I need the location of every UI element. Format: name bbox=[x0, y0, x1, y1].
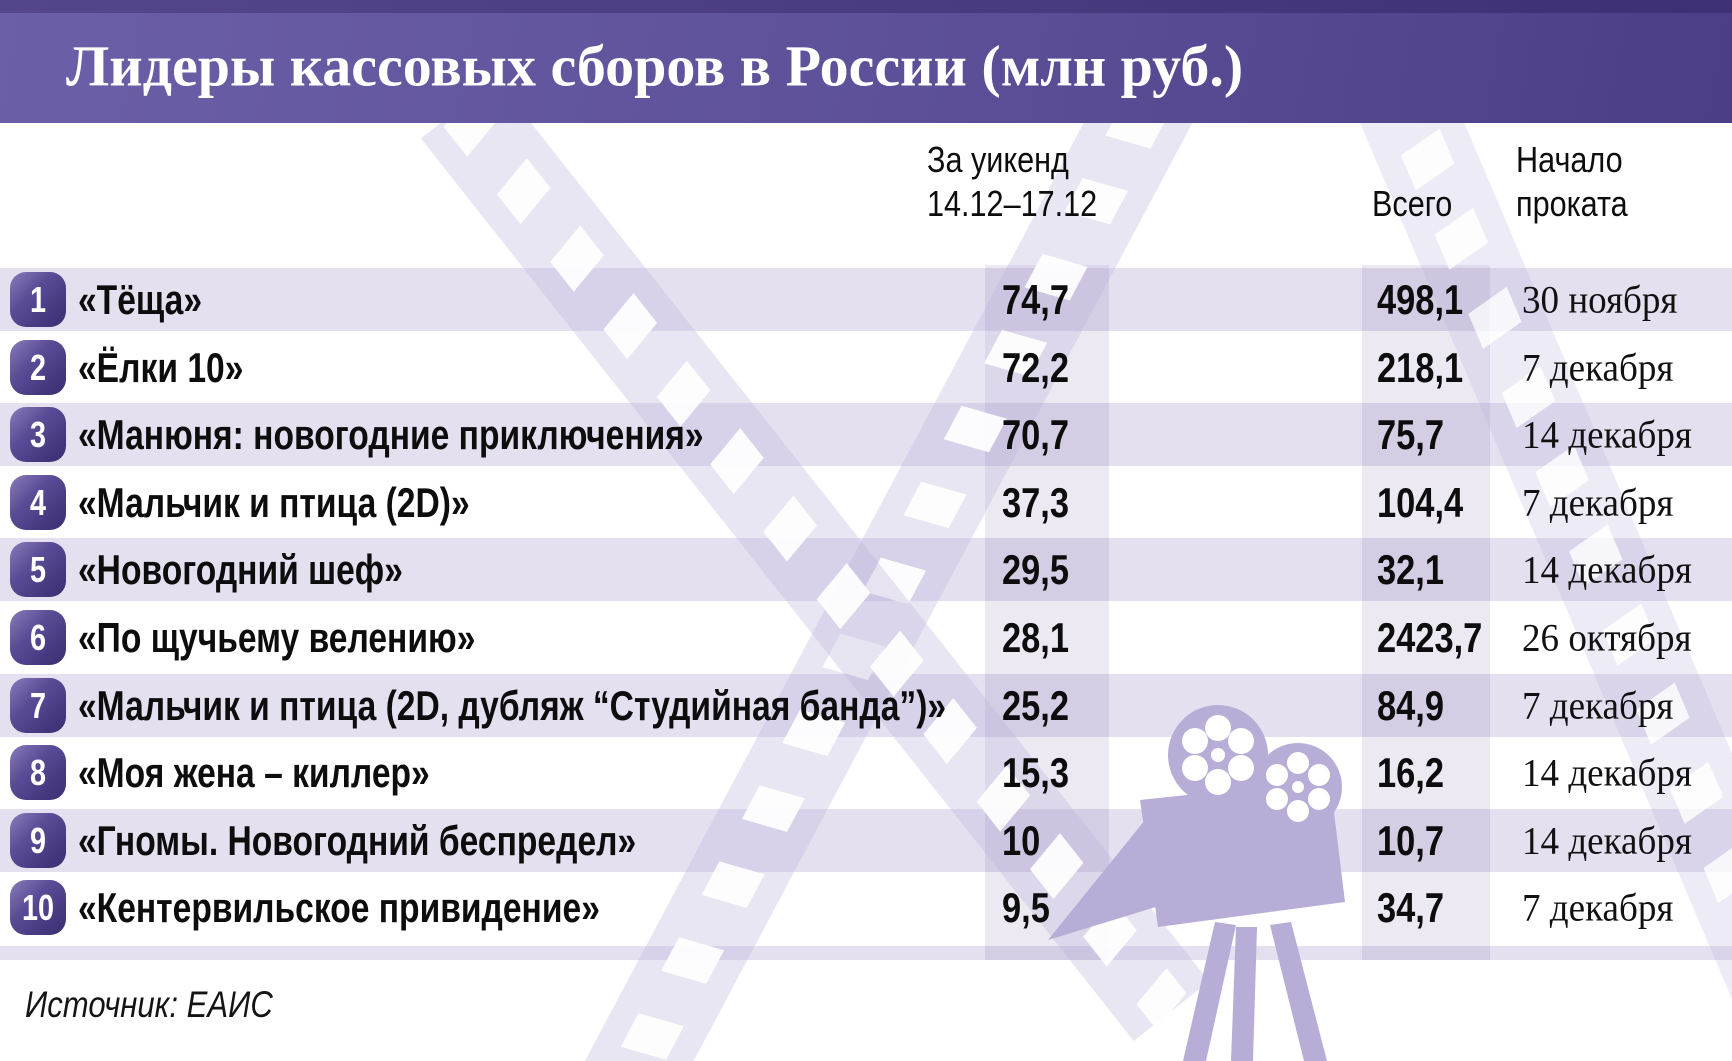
table-row: 6 «По щучьему велению» 28,1 2423,7 26 ок… bbox=[0, 606, 1732, 669]
row-stripe bbox=[0, 471, 1732, 534]
weekend-gross: 72,2 bbox=[1002, 343, 1070, 391]
release-date: 7 декабря bbox=[1522, 346, 1674, 389]
total-gross: 75,7 bbox=[1377, 410, 1445, 458]
release-date: 14 декабря bbox=[1522, 548, 1692, 591]
rank-badge: 1 bbox=[10, 272, 66, 327]
movie-title: «Мальчик и птица (2D)» bbox=[78, 478, 470, 526]
movie-title: «Новогодний шеф» bbox=[78, 545, 403, 593]
movie-title: «Тёща» bbox=[78, 275, 203, 323]
rank-number: 5 bbox=[29, 548, 47, 590]
total-gross: 2423,7 bbox=[1377, 613, 1483, 661]
weekend-gross: 74,7 bbox=[1002, 275, 1070, 323]
movie-title: «Гномы. Новогодний беспредел» bbox=[78, 816, 637, 864]
column-header-start-line1: Начало bbox=[1516, 139, 1623, 180]
column-header-weekend-line1: За уикенд bbox=[927, 139, 1069, 180]
rank-badge: 3 bbox=[10, 407, 66, 462]
total-gross: 16,2 bbox=[1377, 748, 1445, 796]
row-stripe bbox=[0, 674, 1732, 737]
rank-badge: 7 bbox=[10, 678, 66, 733]
rank-badge: 8 bbox=[10, 745, 66, 800]
column-header-start-line2: проката bbox=[1516, 183, 1628, 224]
release-date: 7 декабря bbox=[1522, 481, 1674, 524]
table-row: 10 «Кентервильское привидение» 9,5 34,7 … bbox=[0, 876, 1732, 939]
rank-number: 7 bbox=[29, 684, 47, 726]
column-header-start: Начало проката bbox=[1516, 138, 1628, 226]
row-stripe bbox=[0, 809, 1732, 872]
total-gross: 34,7 bbox=[1377, 883, 1445, 931]
film-projector-icon bbox=[1048, 705, 1345, 1061]
table-row: 9 «Гномы. Новогодний беспредел» 10 10,7 … bbox=[0, 809, 1732, 872]
weekend-gross: 15,3 bbox=[1002, 748, 1070, 796]
total-column-band bbox=[1362, 265, 1490, 960]
table-row: 5 «Новогодний шеф» 29,5 32,1 14 декабря bbox=[0, 538, 1732, 601]
weekend-gross: 28,1 bbox=[1002, 613, 1070, 661]
rank-number: 6 bbox=[29, 616, 47, 658]
table-row: 7 «Мальчик и птица (2D, дубляж “Студийна… bbox=[0, 674, 1732, 737]
table-row: 4 «Мальчик и птица (2D)» 37,3 104,4 7 де… bbox=[0, 471, 1732, 534]
rank-badge: 6 bbox=[10, 610, 66, 665]
total-gross: 498,1 bbox=[1377, 275, 1464, 323]
rank-badge: 5 bbox=[10, 542, 66, 597]
rank-number: 3 bbox=[29, 413, 47, 455]
table-row: 1 «Тёща» 74,7 498,1 30 ноября bbox=[0, 268, 1732, 331]
column-header-weekend-line2: 14.12–17.12 bbox=[927, 183, 1098, 224]
weekend-gross: 9,5 bbox=[1002, 883, 1050, 931]
rank-number: 10 bbox=[21, 886, 55, 928]
release-date: 14 декабря bbox=[1522, 413, 1692, 456]
movie-title: «По щучьему велению» bbox=[78, 613, 476, 661]
row-stripe bbox=[0, 741, 1732, 804]
rank-badge: 4 bbox=[10, 475, 66, 530]
table-row: 3 «Манюня: новогодние приключения» 70,7 … bbox=[0, 403, 1732, 466]
rank-number: 9 bbox=[29, 819, 47, 861]
rank-number: 4 bbox=[29, 481, 47, 523]
total-gross: 10,7 bbox=[1377, 816, 1445, 864]
rank-badge: 9 bbox=[10, 813, 66, 868]
row-stripe bbox=[0, 336, 1732, 399]
total-gross: 218,1 bbox=[1377, 343, 1464, 391]
movie-title: «Моя жена – киллер» bbox=[78, 748, 430, 796]
total-gross: 104,4 bbox=[1377, 478, 1464, 526]
rank-badge: 2 bbox=[10, 340, 66, 395]
release-date: 30 ноября bbox=[1522, 278, 1678, 321]
movie-title: «Манюня: новогодние приключения» bbox=[78, 410, 704, 458]
weekend-gross: 25,2 bbox=[1002, 681, 1070, 729]
rank-number: 2 bbox=[29, 346, 47, 388]
table-row: 2 «Ёлки 10» 72,2 218,1 7 декабря bbox=[0, 336, 1732, 399]
movie-title: «Кентервильское привидение» bbox=[78, 883, 600, 931]
column-header-weekend: За уикенд 14.12–17.12 bbox=[927, 138, 1097, 226]
weekend-gross: 10 bbox=[1002, 816, 1041, 864]
rank-number: 8 bbox=[29, 751, 47, 793]
row-stripe bbox=[0, 876, 1732, 939]
release-date: 7 декабря bbox=[1522, 684, 1674, 727]
rank-badge: 10 bbox=[10, 880, 66, 935]
weekend-gross: 37,3 bbox=[1002, 478, 1070, 526]
page-title: Лидеры кассовых сборов в России (млн руб… bbox=[66, 33, 1244, 99]
release-date: 26 октября bbox=[1522, 616, 1692, 659]
movie-title: «Мальчик и птица (2D, дубляж “Студийная … bbox=[78, 681, 947, 729]
table-row: 8 «Моя жена – киллер» 15,3 16,2 14 декаб… bbox=[0, 741, 1732, 804]
rank-number: 1 bbox=[29, 278, 47, 320]
weekend-gross: 70,7 bbox=[1002, 410, 1070, 458]
movie-title: «Ёлки 10» bbox=[78, 343, 244, 391]
column-header-total: Всего bbox=[1372, 183, 1453, 224]
row-stripe bbox=[0, 403, 1732, 466]
total-gross: 84,9 bbox=[1377, 681, 1445, 729]
row-stripe bbox=[0, 268, 1732, 331]
release-date: 7 декабря bbox=[1522, 886, 1674, 929]
total-gross: 32,1 bbox=[1377, 545, 1445, 593]
source-label: Источник: ЕАИС bbox=[25, 984, 273, 1025]
release-date: 14 декабря bbox=[1522, 819, 1692, 862]
header-bar: Лидеры кассовых сборов в России (млн руб… bbox=[0, 0, 1732, 123]
release-date: 14 декабря bbox=[1522, 751, 1692, 794]
weekend-gross: 29,5 bbox=[1002, 545, 1070, 593]
